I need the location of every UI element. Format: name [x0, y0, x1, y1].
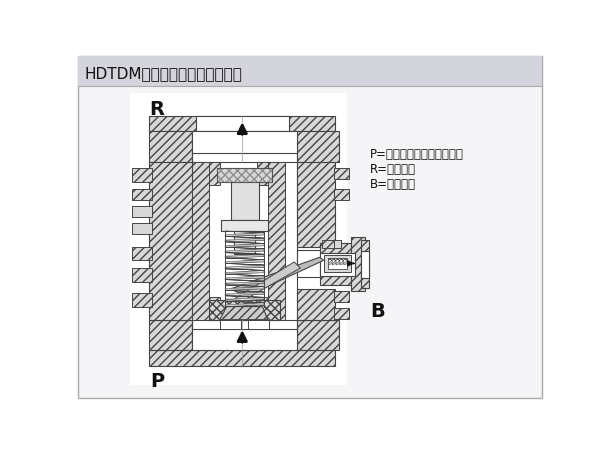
Bar — [149, 351, 335, 366]
Polygon shape — [225, 301, 264, 306]
Text: P: P — [150, 372, 164, 391]
Bar — [149, 131, 192, 162]
Bar — [196, 116, 289, 131]
Polygon shape — [225, 285, 264, 290]
Bar — [132, 189, 152, 199]
Bar — [327, 258, 347, 269]
Polygon shape — [225, 247, 264, 252]
Bar — [296, 289, 335, 320]
Polygon shape — [225, 231, 264, 237]
Bar — [320, 243, 355, 285]
Polygon shape — [225, 252, 264, 258]
Bar — [361, 251, 368, 278]
Bar — [132, 207, 152, 217]
Bar — [132, 168, 152, 182]
Polygon shape — [225, 274, 264, 279]
Bar — [217, 168, 272, 182]
Text: B=旁路出口: B=旁路出口 — [370, 178, 416, 191]
Bar — [296, 250, 320, 277]
Polygon shape — [235, 262, 300, 299]
Bar — [209, 162, 220, 185]
Bar — [296, 131, 339, 162]
Polygon shape — [220, 306, 268, 320]
Polygon shape — [336, 259, 340, 265]
Polygon shape — [225, 237, 264, 242]
Polygon shape — [225, 269, 264, 274]
Bar — [320, 252, 355, 276]
Bar — [324, 255, 351, 272]
Polygon shape — [225, 296, 264, 301]
Bar — [220, 320, 241, 329]
Bar — [361, 240, 368, 288]
Polygon shape — [332, 259, 336, 265]
Bar — [132, 292, 152, 306]
Text: B: B — [370, 302, 385, 321]
Bar — [231, 182, 258, 220]
Bar — [192, 329, 296, 351]
Polygon shape — [340, 259, 344, 265]
Bar — [196, 335, 289, 351]
Bar — [351, 237, 365, 291]
Bar — [209, 301, 280, 320]
Bar — [334, 240, 341, 248]
Polygon shape — [225, 263, 264, 269]
Bar — [132, 247, 152, 261]
Text: R=阀门出口: R=阀门出口 — [370, 163, 416, 176]
Bar — [257, 162, 268, 185]
Bar — [334, 168, 349, 179]
Bar — [132, 268, 152, 282]
Polygon shape — [344, 259, 348, 265]
Polygon shape — [225, 242, 264, 247]
Bar — [78, 56, 542, 86]
Bar — [296, 320, 339, 351]
Bar — [149, 320, 192, 351]
Polygon shape — [225, 258, 264, 263]
Polygon shape — [225, 290, 264, 296]
Text: HDTDM自动再循环阀示图如下：: HDTDM自动再循环阀示图如下： — [85, 66, 243, 81]
Bar — [296, 162, 335, 247]
Bar — [132, 223, 152, 234]
Bar — [334, 308, 349, 319]
Bar — [334, 189, 349, 199]
Bar — [247, 320, 269, 329]
Bar — [192, 131, 296, 153]
Polygon shape — [231, 257, 324, 292]
Bar — [257, 297, 268, 320]
Text: P=阀门入口（接泵的出口）: P=阀门入口（接泵的出口） — [370, 148, 464, 161]
Bar — [234, 231, 255, 254]
Bar — [209, 297, 220, 320]
Bar — [149, 116, 335, 131]
Polygon shape — [225, 279, 264, 285]
Bar — [149, 162, 192, 320]
Bar — [130, 93, 347, 385]
Polygon shape — [329, 259, 332, 265]
Bar — [221, 220, 268, 231]
Text: R: R — [149, 100, 165, 119]
Bar — [192, 162, 209, 320]
Bar — [334, 291, 349, 302]
Bar — [217, 168, 272, 182]
Bar — [192, 162, 296, 320]
Bar — [322, 240, 334, 248]
Bar — [268, 162, 285, 320]
